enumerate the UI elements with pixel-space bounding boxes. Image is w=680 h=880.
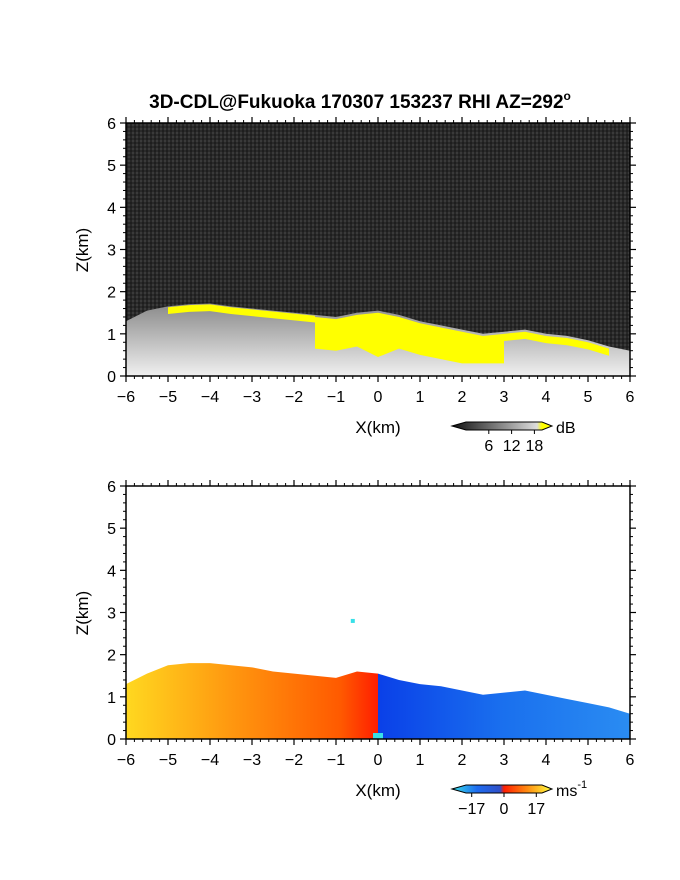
velocity-y-tick-label: 0 (107, 732, 116, 749)
velocity-y-axis-label: Z(km) (73, 591, 92, 635)
reflectivity-x-tick-label: −6 (117, 389, 135, 406)
reflectivity-x-tick-label: 5 (584, 389, 593, 406)
reflectivity-x-tick-label: 3 (500, 389, 509, 406)
velocity-y-tick-label: 5 (107, 521, 116, 538)
velocity-near-ground-pixel (373, 733, 383, 739)
reflectivity-x-tick-label: −3 (243, 389, 261, 406)
reflectivity-colorbar-tick-label: 6 (484, 438, 493, 455)
reflectivity-colorbar-unit: dB (556, 420, 576, 437)
reflectivity-x-tick-label: 4 (542, 389, 551, 406)
velocity-colorbar-tick-label: 0 (500, 801, 509, 818)
velocity-x-tick-label: 4 (542, 752, 551, 769)
velocity-x-tick-label: 2 (458, 752, 467, 769)
velocity-negative-region (378, 673, 630, 739)
reflectivity-y-tick-label: 0 (107, 369, 116, 386)
velocity-x-tick-label: −4 (201, 752, 219, 769)
velocity-positive-region (126, 663, 378, 739)
reflectivity-x-tick-label: −4 (201, 389, 219, 406)
reflectivity-colorbar: 6 12 18 dB (450, 420, 576, 455)
velocity-x-tick-label: 5 (584, 752, 593, 769)
velocity-y-tick-label: 1 (107, 690, 116, 707)
velocity-x-tick-label: 0 (374, 752, 383, 769)
velocity-colorbar-bar (450, 784, 554, 794)
reflectivity-x-axis: −6 −5 −4 −3 −2 −1 0 1 2 3 4 5 6 (117, 117, 635, 406)
velocity-isolated-pixel (350, 618, 355, 623)
velocity-y-tick-label: 2 (107, 648, 116, 665)
velocity-colorbar: −17 0 17 ms-1 (450, 779, 587, 818)
velocity-x-tick-label: −1 (327, 752, 345, 769)
velocity-x-tick-label: −5 (159, 752, 177, 769)
reflectivity-y-axis-label: Z(km) (73, 228, 92, 272)
reflectivity-x-tick-label: 1 (416, 389, 425, 406)
reflectivity-y-axis: 0 1 2 3 4 5 6 (107, 116, 636, 386)
figure-title: 3D-CDL@Fukuoka 170307 153237 RHI AZ=292o (149, 89, 571, 113)
reflectivity-x-tick-label: 2 (458, 389, 467, 406)
velocity-x-tick-label: −6 (117, 752, 135, 769)
reflectivity-colorbar-bar (450, 421, 554, 431)
reflectivity-x-tick-label: −5 (159, 389, 177, 406)
velocity-x-axis: −6 −5 −4 −3 −2 −1 0 1 2 3 4 5 6 (117, 480, 635, 769)
velocity-colorbar-tick-label: −17 (458, 801, 485, 818)
velocity-x-tick-label: −3 (243, 752, 261, 769)
velocity-x-tick-label: −2 (285, 752, 303, 769)
reflectivity-x-tick-label: 6 (626, 389, 635, 406)
velocity-y-axis: 0 1 2 3 4 5 6 (107, 479, 636, 749)
velocity-y-tick-label: 4 (107, 563, 116, 580)
reflectivity-x-axis-label: X(km) (355, 418, 400, 437)
velocity-x-axis-label: X(km) (355, 781, 400, 800)
velocity-x-tick-label: 3 (500, 752, 509, 769)
reflectivity-colorbar-tick-label: 18 (526, 438, 544, 455)
velocity-x-tick-label: 1 (416, 752, 425, 769)
reflectivity-x-tick-label: −1 (327, 389, 345, 406)
velocity-x-tick-label: 6 (626, 752, 635, 769)
reflectivity-x-tick-label: 0 (374, 389, 383, 406)
velocity-colorbar-unit-exponent: -1 (577, 779, 587, 791)
reflectivity-y-tick-label: 3 (107, 243, 116, 260)
reflectivity-high-echo (168, 304, 609, 364)
reflectivity-y-tick-label: 2 (107, 285, 116, 302)
velocity-colorbar-unit: ms-1 (556, 779, 587, 800)
reflectivity-y-tick-label: 6 (107, 116, 116, 133)
reflectivity-y-tick-label: 1 (107, 327, 116, 344)
velocity-y-tick-label: 3 (107, 606, 116, 623)
reflectivity-x-tick-label: −2 (285, 389, 303, 406)
velocity-y-tick-label: 6 (107, 479, 116, 496)
reflectivity-y-tick-label: 5 (107, 158, 116, 175)
velocity-colorbar-tick-label: 17 (527, 801, 545, 818)
title-degree-superscript: o (564, 89, 571, 103)
reflectivity-colorbar-tick-label: 12 (503, 438, 521, 455)
reflectivity-y-tick-label: 4 (107, 200, 116, 217)
